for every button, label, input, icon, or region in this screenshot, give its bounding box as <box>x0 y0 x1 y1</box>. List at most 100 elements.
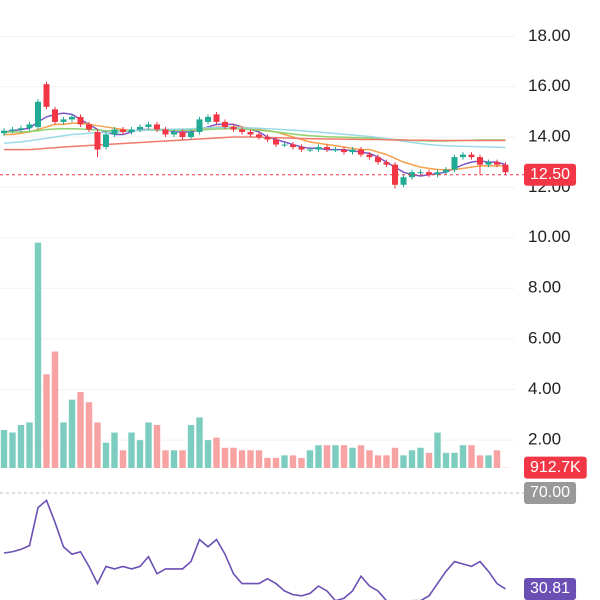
y-tick-label: 6.00 <box>528 328 561 347</box>
candle-body <box>451 157 458 170</box>
volume-bar <box>128 432 135 468</box>
volume-bar <box>434 432 441 468</box>
volume-bar <box>85 402 93 468</box>
candle-body <box>349 149 356 153</box>
candle-body <box>375 157 381 163</box>
volume-bar <box>162 450 169 468</box>
volume-bar <box>0 430 8 468</box>
candle-body <box>69 116 75 120</box>
candle-body <box>443 169 449 173</box>
candle-body <box>494 162 500 165</box>
volume-bar <box>400 455 407 468</box>
candle-body <box>281 144 288 146</box>
volume-bar <box>264 457 271 468</box>
volume-bar <box>26 422 33 468</box>
value-badge <box>524 577 577 600</box>
value-badge <box>524 481 577 504</box>
volume-bar <box>298 457 305 468</box>
volume-bar <box>255 450 263 468</box>
candle-body <box>205 116 211 122</box>
value-badge <box>524 163 577 186</box>
candle-body <box>18 128 24 130</box>
candle-body <box>477 157 483 165</box>
y-tick-label: 18.00 <box>528 26 571 45</box>
volume-bar <box>374 455 382 468</box>
candle-body <box>1 130 7 134</box>
volume-bar <box>468 445 475 468</box>
candle-body <box>434 172 441 175</box>
volume-bar <box>213 437 220 468</box>
volume-bar <box>230 447 237 468</box>
candle-body <box>485 162 492 165</box>
volume-bar <box>247 450 254 468</box>
value-badge <box>524 456 587 479</box>
candle-body <box>128 129 135 132</box>
candle-body <box>366 154 373 158</box>
moving-average-line <box>3 126 506 149</box>
candle-body <box>290 144 296 148</box>
volume-bar <box>391 447 399 468</box>
volume-bar <box>221 447 229 468</box>
volume-bar <box>34 242 42 468</box>
y-tick-label: 14.00 <box>528 126 571 145</box>
candle-body <box>94 131 101 150</box>
moving-average-line <box>4 122 506 171</box>
volume-bar <box>383 455 390 468</box>
candle-body <box>60 119 67 122</box>
volume-bar <box>187 424 195 468</box>
volume-bar <box>442 452 450 468</box>
candle-body <box>417 172 424 174</box>
candle-body <box>264 136 271 140</box>
candle-body <box>77 116 84 125</box>
volume-bar <box>493 450 501 468</box>
candle-body <box>383 162 390 165</box>
moving-average-line <box>4 136 506 151</box>
candle-body <box>273 139 279 145</box>
candle-body <box>35 101 41 127</box>
volume-bar <box>102 442 110 468</box>
y-tick-label: 8.00 <box>528 278 561 297</box>
candle-body <box>171 131 177 135</box>
candle-body <box>426 172 432 175</box>
volume-bar <box>60 422 67 468</box>
volume-bar <box>340 445 348 468</box>
candle-body <box>145 124 152 127</box>
candle-body <box>137 126 143 130</box>
volume-bar <box>306 450 314 468</box>
candle-body <box>103 134 109 148</box>
value-badge-label: 12.50 <box>530 166 570 183</box>
candle-body <box>315 147 322 150</box>
y-tick-label: 10.00 <box>528 227 571 246</box>
volume-bar <box>451 452 458 468</box>
indicator-line <box>3 498 506 600</box>
volume-bar <box>459 445 467 468</box>
y-tick-label: 4.00 <box>528 379 561 398</box>
volume-bar <box>281 455 288 468</box>
candle-body <box>26 124 33 129</box>
volume-bar <box>196 417 203 468</box>
candle-body <box>52 109 58 122</box>
volume-bar <box>43 374 50 468</box>
candle-body <box>332 149 339 151</box>
candle-body <box>154 124 160 130</box>
volume-bar <box>476 455 484 468</box>
volume-bar <box>51 351 59 468</box>
volume-bar <box>366 450 373 468</box>
moving-average-line <box>4 127 506 142</box>
volume-bar <box>17 424 25 468</box>
candle-body <box>162 129 169 135</box>
volume-bar <box>170 450 178 468</box>
candle-body <box>341 149 347 153</box>
candle-body <box>298 147 305 150</box>
candle-body <box>460 154 466 158</box>
candle-body <box>111 129 118 135</box>
volume-bar <box>68 399 76 468</box>
value-badge-label: 30.81 <box>530 580 570 597</box>
candle-body <box>9 129 16 131</box>
candle-body <box>86 124 92 130</box>
candle-body <box>409 172 415 178</box>
value-badge-label: 912.7K <box>530 459 581 476</box>
volume-bar <box>136 440 144 468</box>
volume-bar <box>94 422 101 468</box>
